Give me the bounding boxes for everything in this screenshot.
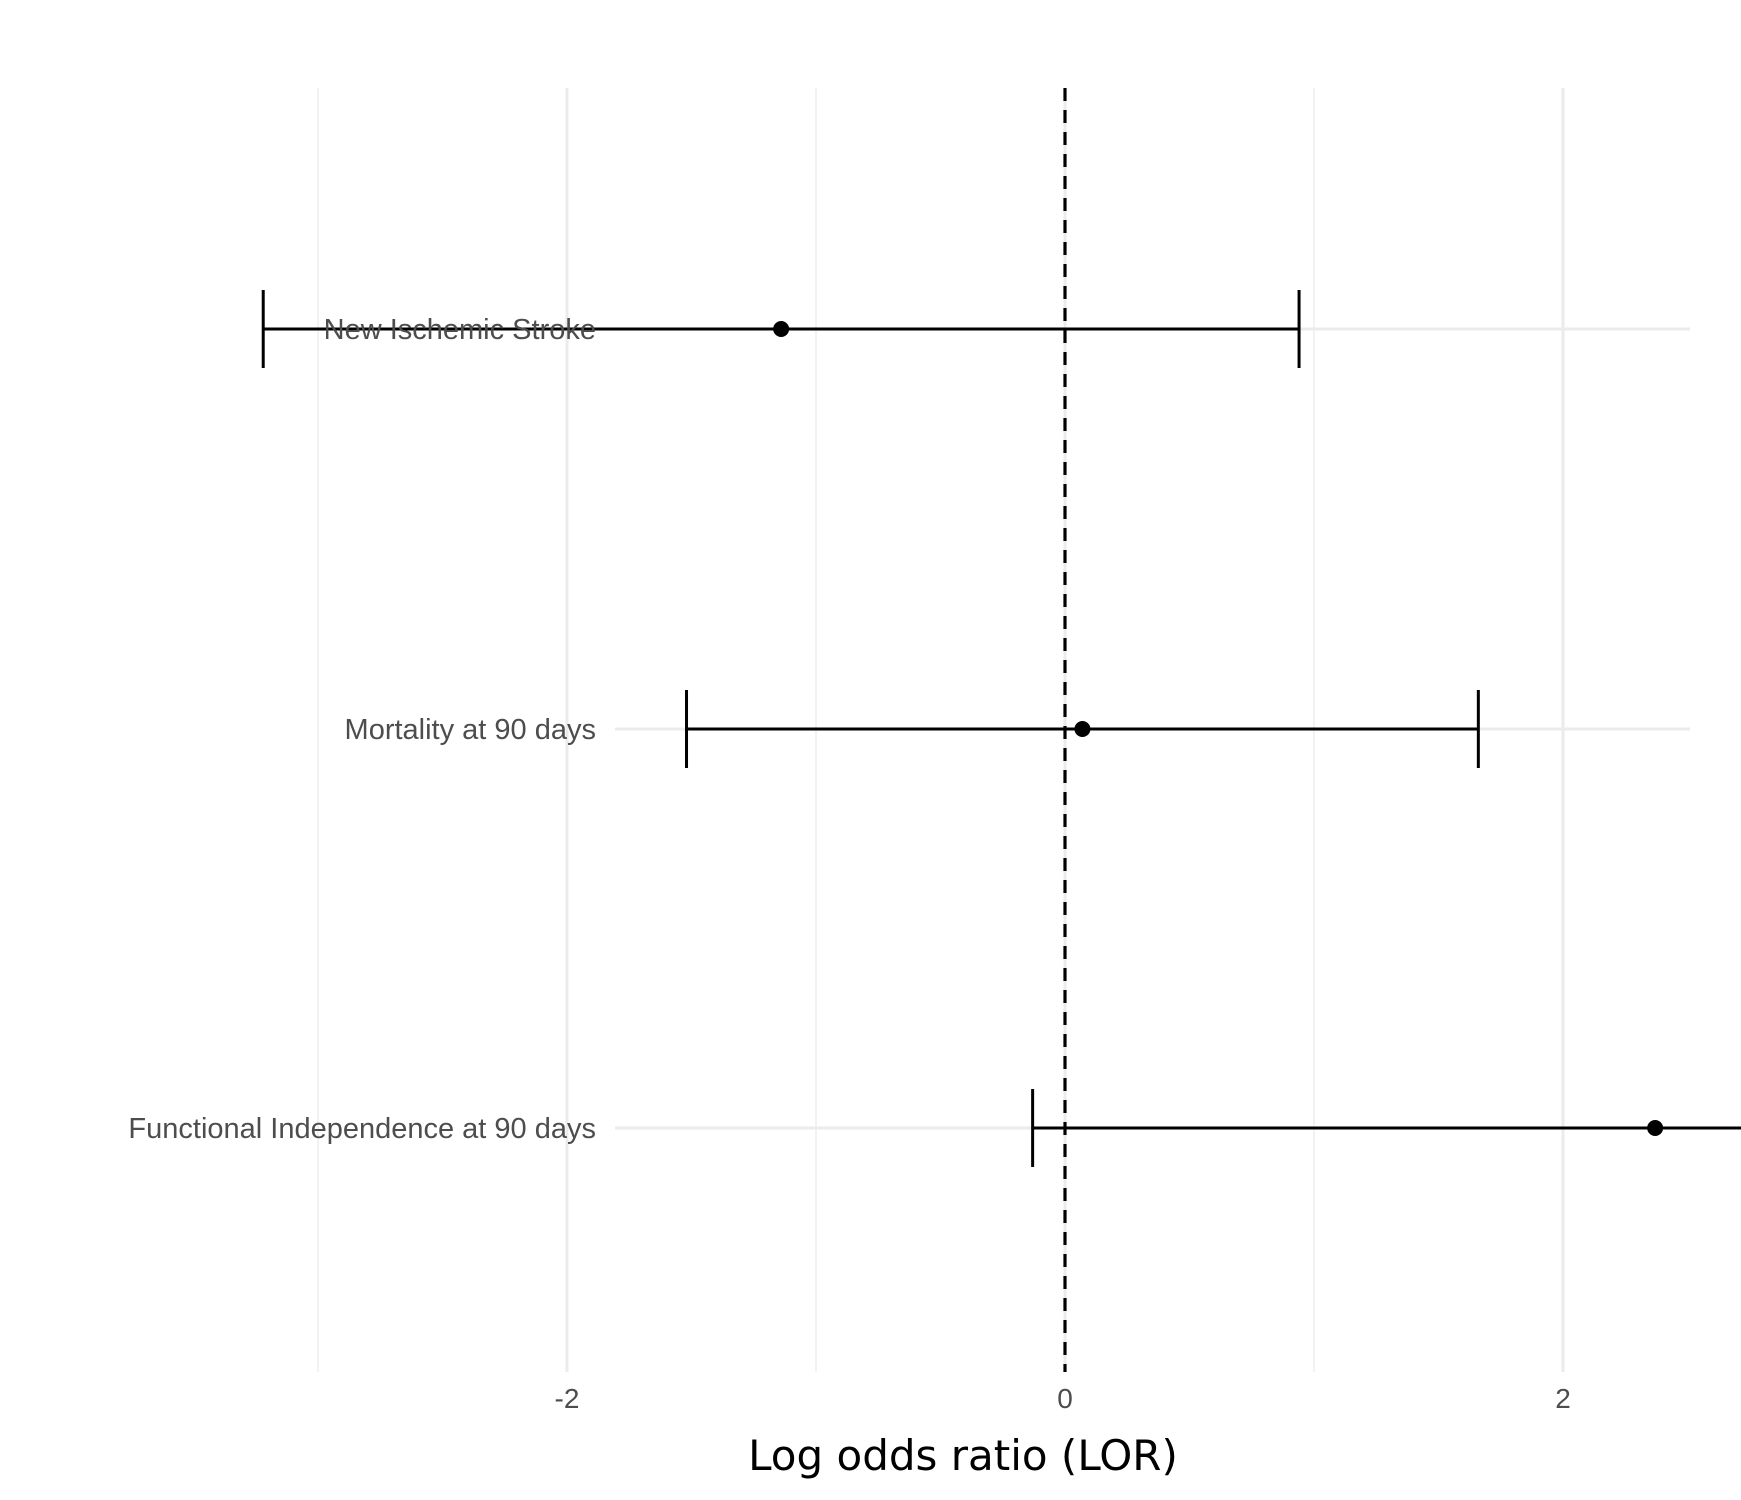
y-axis-labels: New Ischemic Stroke Mortality at 90 days F… [128, 314, 596, 1145]
estimate-point [1647, 1120, 1664, 1136]
category-label: Functional Independence at 90 days [128, 1113, 596, 1145]
category-label: Mortality at 90 days [345, 714, 596, 746]
estimate-marks [261, 290, 1741, 1167]
category-label: New Ischemic Stroke [324, 314, 596, 346]
estimate-point [773, 321, 790, 337]
x-axis-labels: -2024 [555, 1383, 1571, 1414]
x-tick-label: 2 [1555, 1383, 1571, 1414]
estimate-point [1074, 721, 1091, 737]
x-tick-label: -2 [555, 1383, 580, 1414]
x-axis-title: Log odds ratio (LOR) [748, 1431, 1178, 1480]
x-tick-label: 0 [1057, 1383, 1073, 1414]
